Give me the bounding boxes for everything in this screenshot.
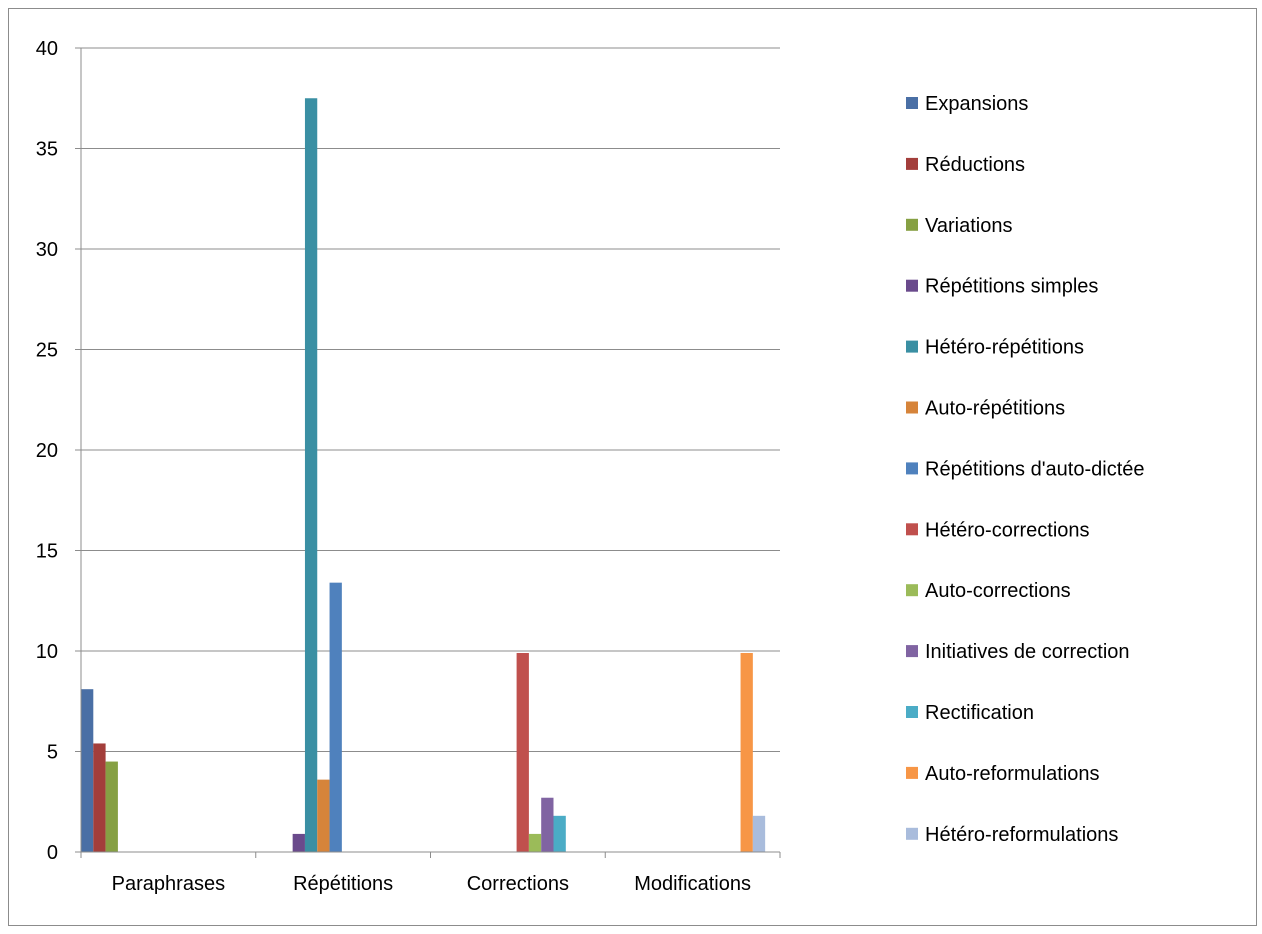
y-tick-label: 10 [36, 641, 58, 663]
legend-label: Initiatives de correction [925, 641, 1130, 663]
legend-swatch [906, 157, 918, 170]
legend-swatch [906, 523, 918, 536]
bars [81, 98, 766, 852]
legend-swatch [906, 706, 918, 718]
bar-modifications-12 [752, 815, 766, 852]
legend: Expansions Réductions Variations Répétition… [906, 93, 1145, 846]
legend-label: Auto-reformulations [925, 763, 1100, 785]
legend-label: Hétéro-reformulations [925, 824, 1118, 846]
legend-swatch [906, 401, 918, 414]
bar-paraphrases-2 [105, 761, 118, 852]
chart-frame [8, 8, 1257, 926]
bar-modifications-11 [740, 653, 753, 852]
bar-corrections-9 [541, 797, 554, 852]
bar-r-p-titions-4 [304, 98, 318, 852]
legend-label: Hétéro-répétitions [925, 337, 1084, 359]
bar-corrections-7 [516, 653, 529, 852]
y-axis-ticks: 0 5 10 15 20 25 30 35 40 [36, 38, 81, 864]
legend-label: Auto-répétitions [925, 398, 1065, 420]
legend-swatch [906, 462, 918, 475]
legend-label: Répétitions simples [925, 276, 1098, 298]
bar-corrections-10 [553, 815, 566, 852]
y-tick-label: 25 [36, 340, 58, 362]
legend-swatch [906, 279, 918, 292]
bar-r-p-titions-6 [329, 582, 342, 852]
legend-swatch [906, 827, 918, 840]
legend-swatch [906, 766, 918, 779]
legend-swatch [906, 340, 918, 353]
legend-label: Auto-corrections [925, 580, 1071, 602]
x-tick-label: Paraphrases [112, 873, 225, 895]
y-tick-label: 15 [36, 541, 58, 563]
legend-label: Hétéro-corrections [925, 519, 1090, 541]
legend-label: Réductions [925, 154, 1025, 176]
x-axis-ticks: Paraphrases Répétitions Corrections Modific… [80, 852, 781, 895]
x-tick-label: Modifications [634, 873, 751, 895]
legend-label: Répétitions d'auto-dictée [925, 458, 1145, 480]
legend-label: Variations [925, 215, 1012, 237]
bar-paraphrases-0 [81, 689, 94, 852]
legend-swatch [906, 218, 918, 231]
y-tick-label: 40 [36, 38, 58, 60]
legend-label: Rectification [925, 702, 1034, 724]
legend-label: Expansions [925, 93, 1028, 115]
legend-swatch [906, 584, 918, 597]
x-tick-label: Répétitions [293, 873, 393, 895]
x-tick-label: Corrections [467, 873, 569, 895]
bar-r-p-titions-3 [292, 833, 305, 852]
bar-r-p-titions-5 [317, 779, 330, 852]
bar-paraphrases-1 [93, 743, 106, 852]
legend-swatch [906, 645, 918, 658]
legend-swatch [906, 97, 918, 109]
y-tick-label: 30 [36, 239, 58, 261]
y-tick-label: 20 [36, 440, 58, 462]
y-tick-label: 0 [47, 842, 58, 864]
y-tick-label: 35 [36, 139, 58, 161]
y-tick-label: 5 [47, 742, 58, 764]
gridlines [81, 47, 780, 752]
bar-corrections-8 [528, 833, 542, 852]
